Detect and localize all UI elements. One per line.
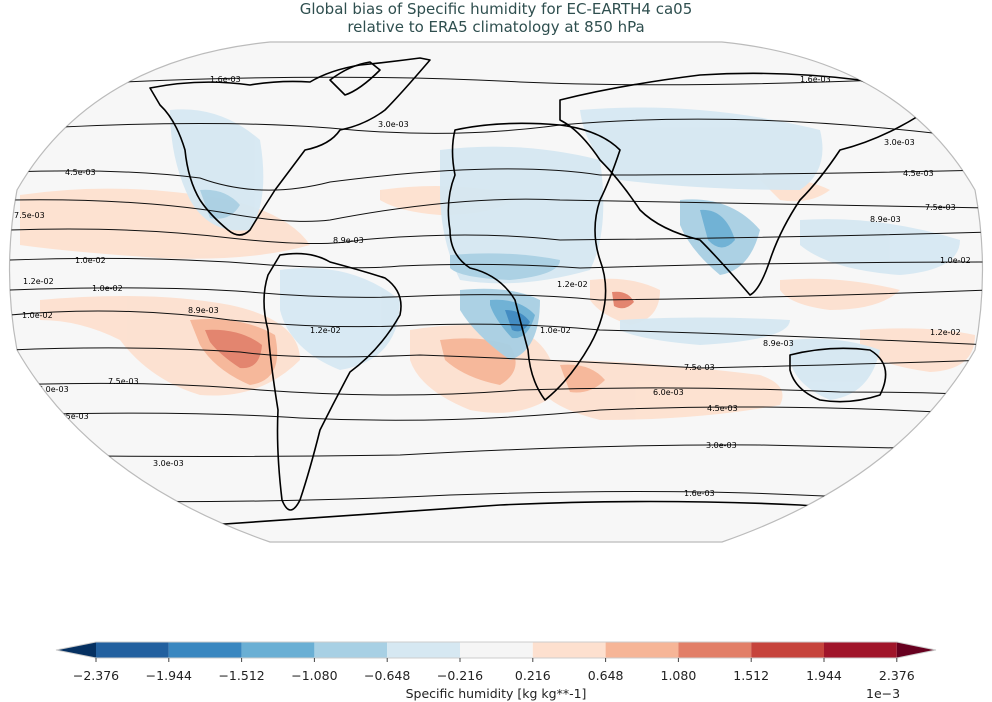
colorbar-tick: 0.648	[587, 668, 624, 683]
svg-text:4.5e-03: 4.5e-03	[65, 168, 96, 177]
svg-text:8.9e-03: 8.9e-03	[188, 306, 219, 315]
svg-text:4.5e-03: 4.5e-03	[58, 412, 89, 421]
svg-text:1.2e-02: 1.2e-02	[310, 326, 341, 335]
svg-text:7.5e-03: 7.5e-03	[925, 203, 956, 212]
svg-text:6.0e-03: 6.0e-03	[653, 388, 684, 397]
contour-labels: 1.6e-03 1.6e-03 3.0e-03 3.0e-03 4.5e-03 …	[14, 75, 971, 510]
svg-text:3.0e-03: 3.0e-03	[884, 138, 915, 147]
svg-text:1.2e-02: 1.2e-02	[930, 328, 961, 337]
chart-title: Global bias of Specific humidity for EC-…	[0, 0, 992, 36]
svg-text:1.0e-02: 1.0e-02	[940, 256, 971, 265]
svg-text:1.6e-03: 1.6e-03	[684, 489, 715, 498]
svg-text:8.9e-03: 8.9e-03	[333, 236, 364, 245]
svg-text:8.9e-03: 8.9e-03	[763, 339, 794, 348]
svg-text:7.5e-03: 7.5e-03	[684, 363, 715, 372]
colorbar-tick: 1.944	[806, 668, 842, 683]
svg-text:6.0e-03: 6.0e-03	[38, 385, 69, 394]
colorbar-tick: −0.216	[436, 668, 484, 683]
svg-text:7.5e-03: 7.5e-03	[14, 211, 45, 220]
svg-text:1.2e-02: 1.2e-02	[23, 277, 54, 286]
colorbar-over-arrow	[896, 642, 936, 658]
colorbar-bar	[55, 641, 937, 662]
colorbar-tick: 1.512	[733, 668, 770, 683]
title-line-1: Global bias of Specific humidity for EC-…	[299, 0, 693, 18]
contour-lines	[9, 74, 983, 503]
svg-text:4.5e-03: 4.5e-03	[707, 404, 738, 413]
world-map: 1.6e-03 1.6e-03 3.0e-03 3.0e-03 4.5e-03 …	[8, 41, 984, 543]
colorbar-tick: 2.376	[878, 668, 915, 683]
colorbar-tick: −1.512	[218, 668, 265, 683]
svg-text:1.2e-02: 1.2e-02	[557, 280, 588, 289]
colorbar-label: Specific humidity [kg kg**-1]	[405, 686, 587, 701]
svg-text:1.0e-02: 1.0e-02	[92, 284, 123, 293]
svg-text:4.5e-03: 4.5e-03	[903, 169, 934, 178]
title-line-2: relative to ERA5 climatology at 850 hPa	[347, 18, 645, 36]
svg-text:7.5e-03: 7.5e-03	[108, 377, 139, 386]
svg-text:1.6e-03: 1.6e-03	[210, 75, 241, 84]
svg-text:1.0e-02: 1.0e-02	[540, 326, 571, 335]
colorbar-tick: 0.216	[514, 668, 551, 683]
colorbar-tick: −1.080	[291, 668, 338, 683]
colorbar: −2.376 −1.944 −1.512 −1.080 −0.648 −0.21…	[0, 640, 992, 702]
colorbar-tick: 1.080	[660, 668, 697, 683]
svg-text:3.0e-03: 3.0e-03	[378, 120, 409, 129]
colorbar-under-arrow	[56, 642, 96, 658]
svg-text:1.6e-03: 1.6e-03	[800, 75, 831, 84]
svg-text:1.0e-02: 1.0e-02	[22, 311, 53, 320]
svg-text:1.6e-03: 1.6e-03	[144, 501, 175, 510]
svg-text:3.0e-03: 3.0e-03	[153, 459, 184, 468]
svg-text:1.0e-02: 1.0e-02	[75, 256, 106, 265]
svg-text:8.9e-03: 8.9e-03	[870, 215, 901, 224]
colorbar-tick: −2.376	[72, 668, 120, 683]
colorbar-tick: −0.648	[364, 668, 411, 683]
colorbar-tick: −1.944	[145, 668, 192, 683]
colorbar-exponent: 1e−3	[866, 686, 901, 701]
svg-text:3.0e-03: 3.0e-03	[706, 441, 737, 450]
